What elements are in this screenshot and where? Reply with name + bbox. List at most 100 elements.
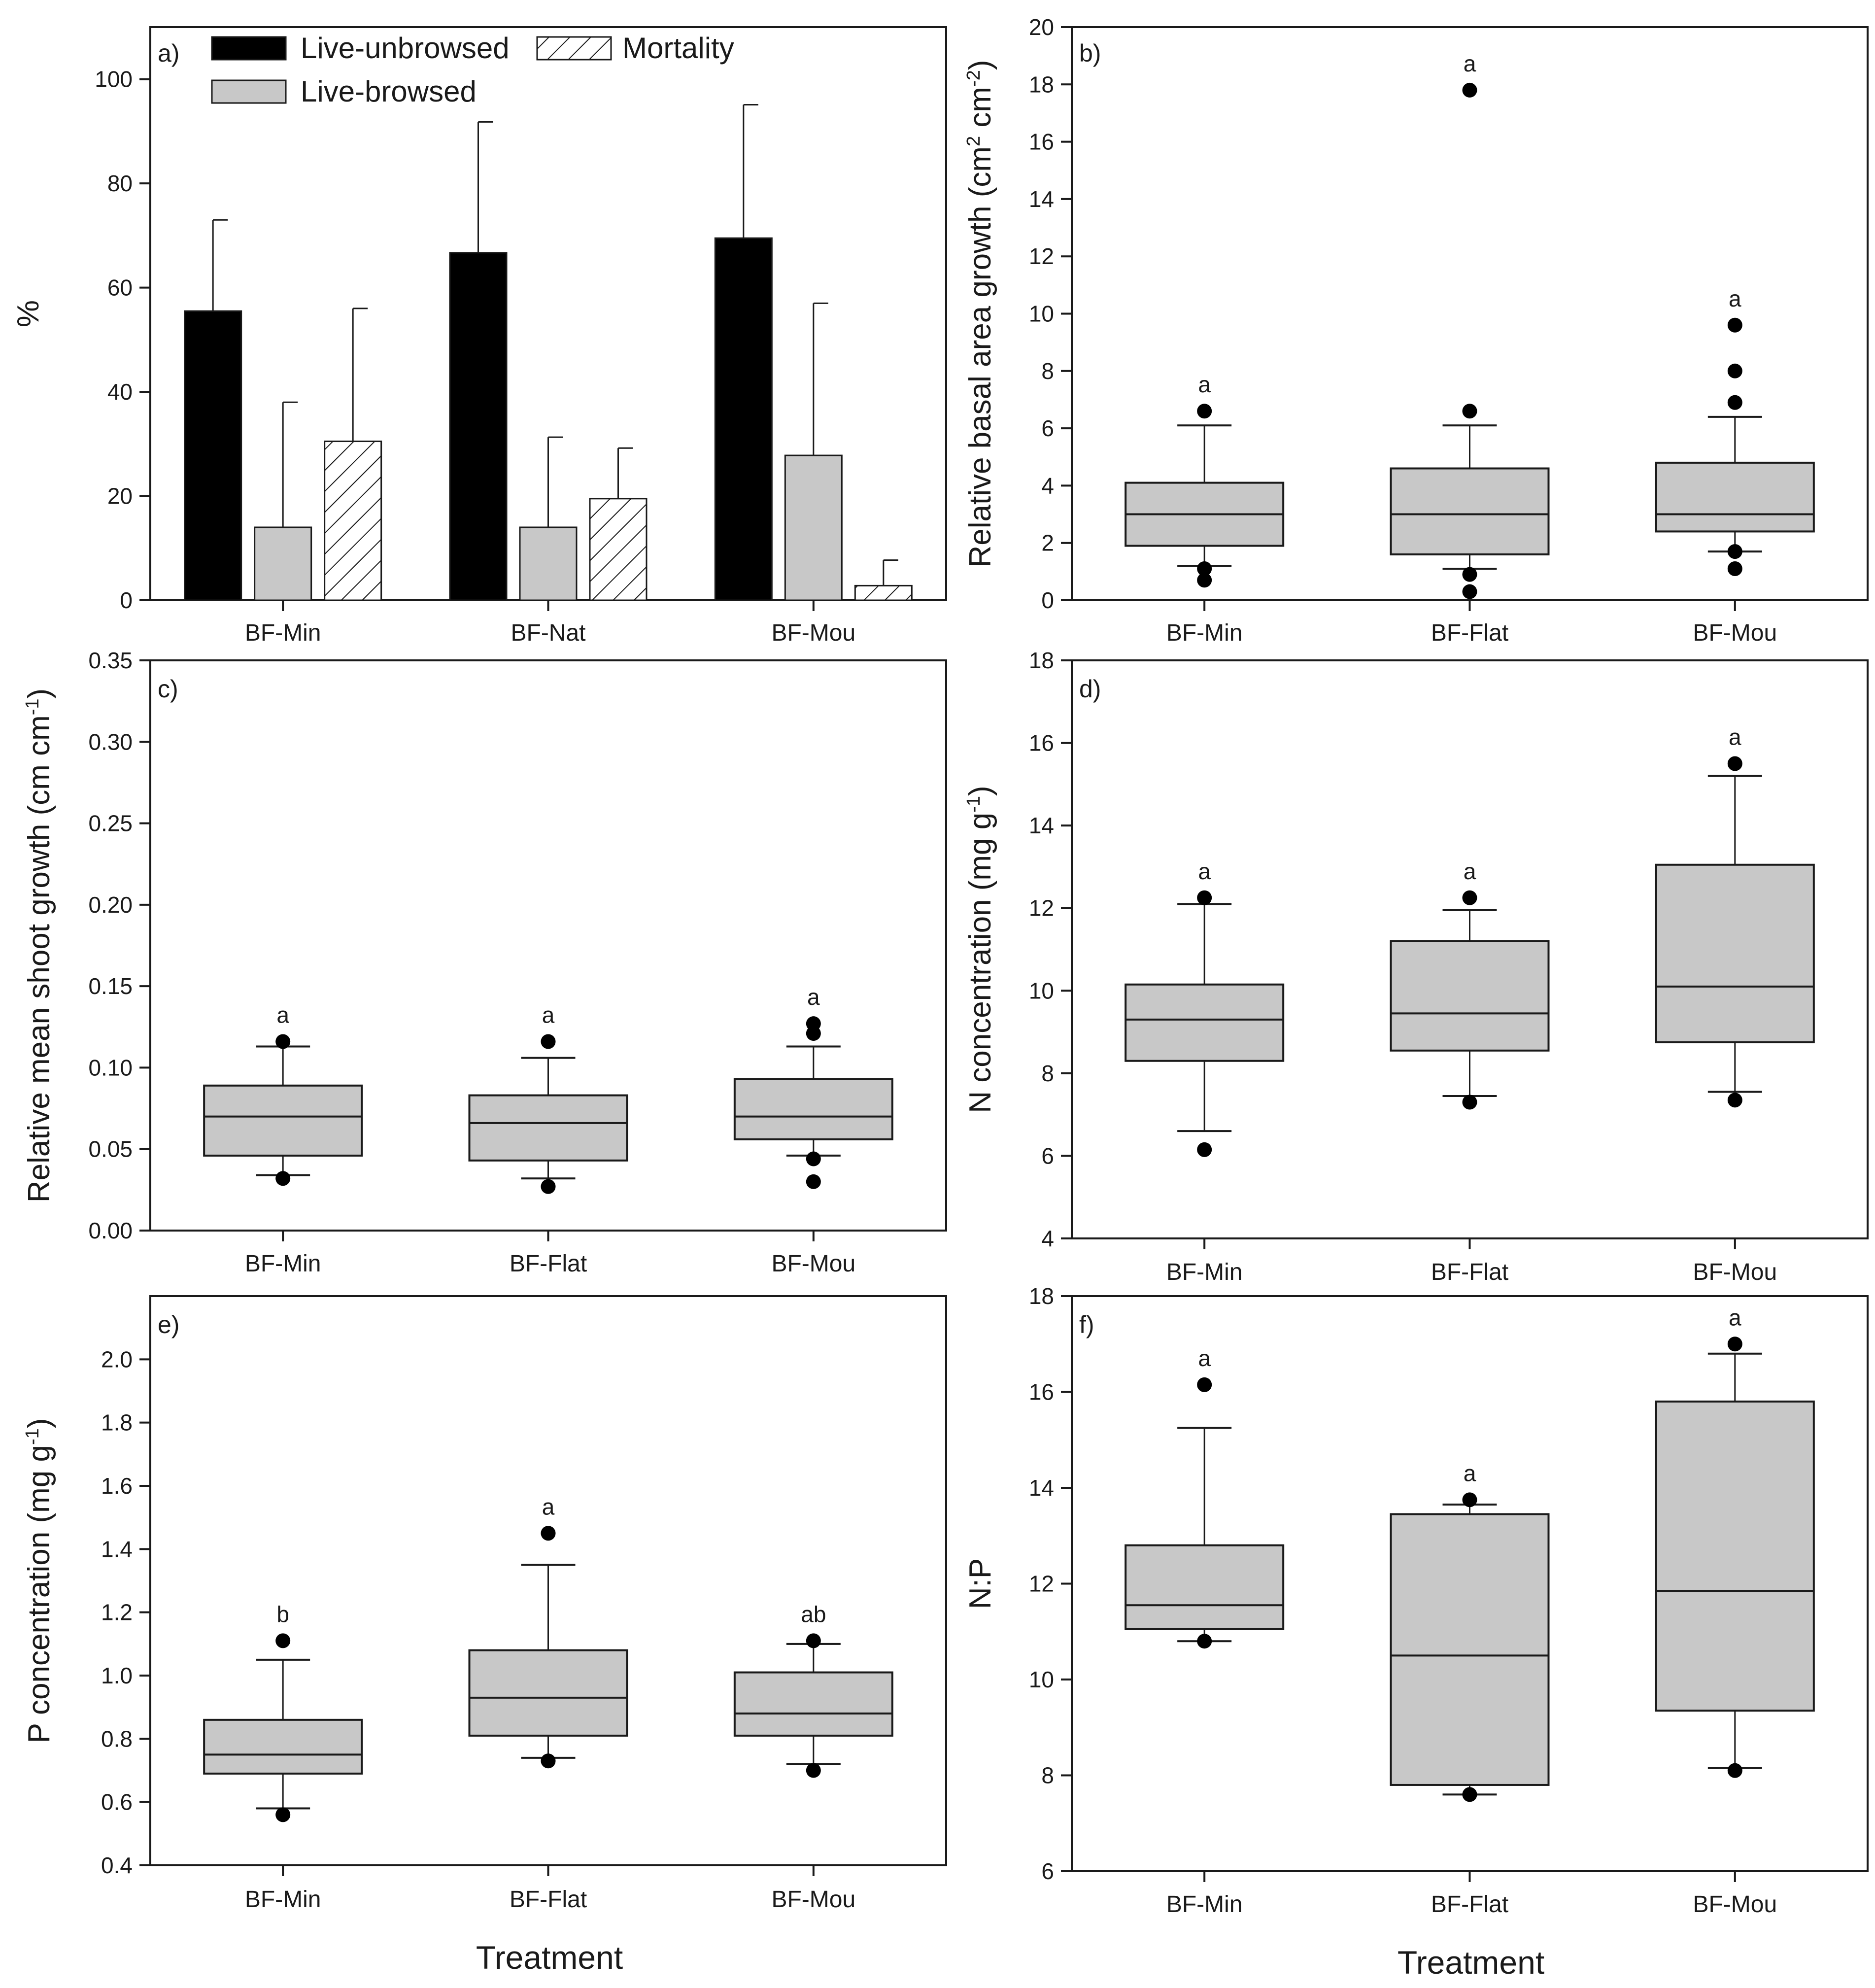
box-iqr <box>1125 983 1285 1062</box>
y-tick-label: 0.20 <box>88 892 133 918</box>
significance-letter: a <box>1464 858 1476 884</box>
box-bf-flat: a <box>468 1002 628 1194</box>
y-tick-label: 18 <box>1029 648 1054 673</box>
y-tick-label: 4 <box>1041 1226 1054 1251</box>
box-iqr <box>1390 940 1550 1052</box>
y-tick-label: 10 <box>1029 1667 1054 1692</box>
y-tick-label: 2.0 <box>101 1346 133 1372</box>
x-tick-label: BF-Mou <box>1693 1259 1777 1285</box>
y-axis-label-part: N:P <box>963 1558 997 1609</box>
box-bf-min: b <box>203 1601 363 1822</box>
panel-d: 4 6 8 10 12 14 16 18 BF-Min BF-Flat BF-Mou d) N conc… <box>963 648 1869 1285</box>
box-bf-mou: a <box>733 984 893 1189</box>
y-tick-label: 8 <box>1041 1763 1054 1788</box>
outlier-point <box>1727 395 1742 410</box>
y-tick-label: 12 <box>1029 895 1054 921</box>
box-bf-flat: a <box>1390 1460 1550 1802</box>
outlier-point <box>1197 1377 1212 1392</box>
y-tick-label: 40 <box>107 379 133 405</box>
outlier-point <box>1197 404 1212 419</box>
x-axis-title-right: Treatment <box>1398 1944 1544 1981</box>
box-iqr <box>1390 1513 1550 1786</box>
box-bf-min: a <box>1125 372 1285 588</box>
y-tick-label: 18 <box>1029 1283 1054 1309</box>
x-tick-label: BF-Min <box>1166 1259 1243 1285</box>
panel-c: 0.00 0.05 0.10 0.15 0.20 0.25 0.30 0.35 BF-Min BF… <box>22 648 947 1277</box>
box-bf-flat: a <box>1390 51 1550 599</box>
bar-live-unbrowsed <box>184 310 242 601</box>
y-tick-label: 20 <box>107 483 133 509</box>
outlier-point <box>1197 1142 1212 1157</box>
x-tick-label: BF-Flat <box>510 1886 587 1913</box>
y-axis-label-superscript: -2 <box>963 70 984 87</box>
y-tick-label: 0 <box>120 587 133 613</box>
y-tick-label: 0.8 <box>101 1726 133 1751</box>
x-tick-label: BF-Min <box>245 620 321 646</box>
x-tick-label: BF-Mou <box>1693 620 1777 646</box>
x-tick-label: BF-Mou <box>1693 1891 1777 1918</box>
y-axis-label-superscript: -1 <box>22 698 43 715</box>
box-iqr <box>203 1084 363 1157</box>
legend-swatch <box>536 36 612 61</box>
y-tick-label: 12 <box>1029 1571 1054 1597</box>
outlier-point <box>806 1026 821 1041</box>
outlier-point <box>1462 567 1477 582</box>
panel-letter: a) <box>158 39 179 67</box>
x-tick-label: BF-Flat <box>510 1251 587 1277</box>
significance-letter: a <box>1464 1460 1476 1486</box>
y-tick-label: 0.10 <box>88 1055 133 1080</box>
y-tick-label: 6 <box>1041 1143 1054 1168</box>
legend-swatch <box>211 36 287 61</box>
y-tick-label: 60 <box>107 275 133 301</box>
legend-swatch <box>211 79 287 104</box>
y-tick-label: 1.0 <box>101 1663 133 1688</box>
bar-live-unbrowsed <box>449 252 508 601</box>
y-tick-label: 6 <box>1041 415 1054 441</box>
box-iqr <box>1125 1544 1285 1630</box>
outlier-point <box>541 1526 556 1541</box>
y-tick-label: 0.00 <box>88 1218 133 1243</box>
y-axis-label-part: Relative basal area growth (cm <box>963 146 997 568</box>
outlier-point <box>1462 404 1477 419</box>
significance-letter: a <box>542 1002 555 1028</box>
significance-letter: a <box>276 1002 289 1028</box>
box-iqr <box>1655 1400 1815 1712</box>
box-bf-min: a <box>1125 858 1285 1157</box>
box-iqr <box>468 1649 628 1737</box>
y-tick-label: 0.05 <box>88 1136 133 1162</box>
y-tick-label: 10 <box>1029 301 1054 327</box>
y-tick-label: 0.35 <box>88 648 133 673</box>
outlier-point <box>1727 1337 1742 1352</box>
outlier-point <box>1462 1095 1477 1110</box>
y-tick-label: 1.6 <box>101 1473 133 1499</box>
outlier-point <box>1727 363 1742 378</box>
outlier-point <box>1197 573 1212 588</box>
panel-a: 0 20 40 60 80 100 BF-Min BF-Nat BF-Mou a)% Live-un… <box>11 26 947 646</box>
outlier-point <box>541 1179 556 1194</box>
y-tick-label: 100 <box>95 67 133 92</box>
panel-b: 0 2 4 6 8 10 12 14 16 18 20 BF-Min BF-Flat BF-Mou b) Re… <box>963 14 1869 646</box>
y-tick-label: 0 <box>1041 587 1054 613</box>
panel-letter: c) <box>158 675 178 703</box>
bar-mortality <box>324 441 382 601</box>
y-tick-label: 0.15 <box>88 973 133 999</box>
outlier-point <box>1727 544 1742 559</box>
box-bf-min: a <box>203 1002 363 1186</box>
y-axis-label-part: N concentration (mg g <box>963 813 997 1113</box>
legend-label: Live-unbrowsed <box>301 32 510 65</box>
box-iqr <box>1390 467 1550 555</box>
y-tick-label: 0.30 <box>88 729 133 754</box>
y-tick-label: 14 <box>1029 186 1054 212</box>
y-tick-label: 0.6 <box>101 1789 133 1815</box>
box-bf-mou: a <box>1655 724 1815 1108</box>
significance-letter: ab <box>801 1601 826 1627</box>
y-tick-label: 16 <box>1029 129 1054 155</box>
outlier-point <box>1727 317 1742 333</box>
y-axis-label-part: ) <box>963 60 997 70</box>
outlier-point <box>275 1807 291 1822</box>
significance-letter: a <box>1198 372 1211 397</box>
y-tick-label: 16 <box>1029 730 1054 756</box>
outlier-point <box>1727 1093 1742 1108</box>
